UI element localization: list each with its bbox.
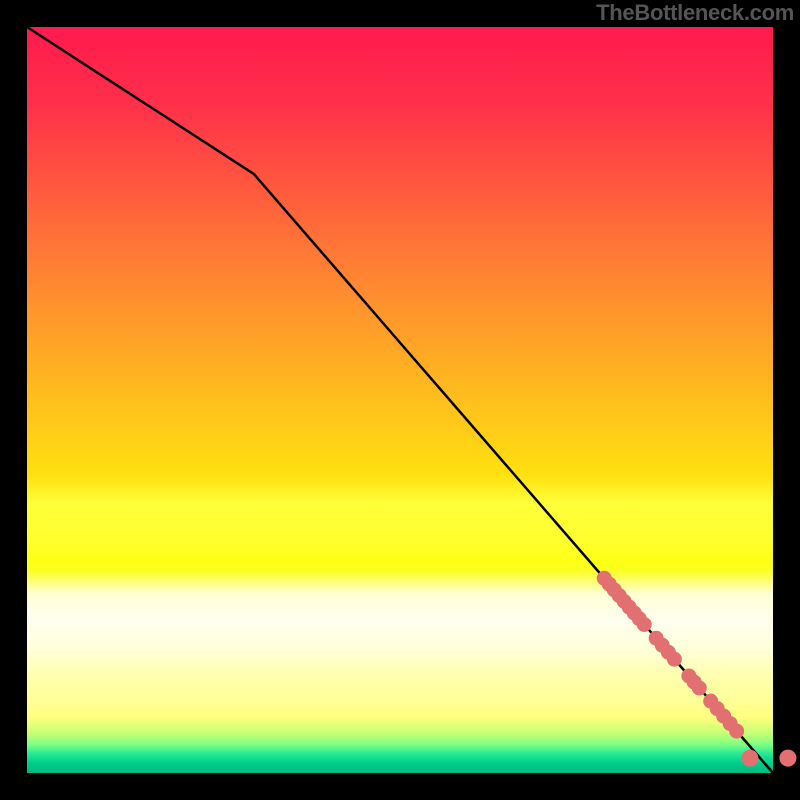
data-marker — [742, 750, 758, 766]
credit-label: TheBottleneck.com — [596, 0, 794, 26]
data-marker — [637, 617, 651, 631]
data-marker — [780, 750, 796, 766]
bottleneck-chart — [0, 0, 800, 800]
chart-root: TheBottleneck.com — [0, 0, 800, 800]
data-marker — [667, 652, 681, 666]
data-marker — [730, 724, 744, 738]
data-marker — [692, 681, 706, 695]
plot-background — [27, 27, 773, 773]
